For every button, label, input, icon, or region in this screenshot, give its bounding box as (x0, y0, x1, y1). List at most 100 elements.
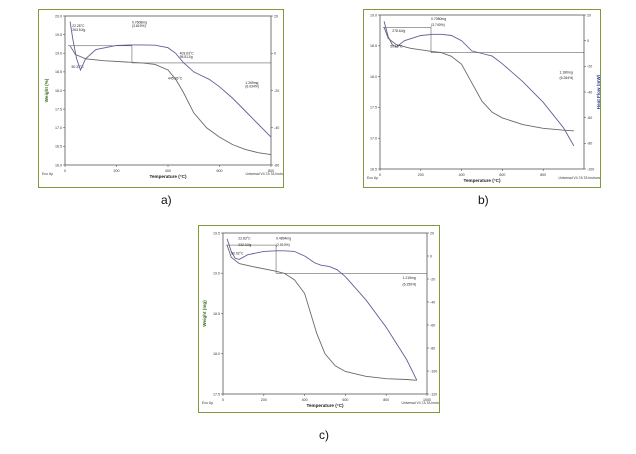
x-tick-label: 200 (418, 173, 424, 177)
annotation-label: (3.619%) (132, 24, 146, 28)
y-tick-label: 19.0 (213, 272, 220, 276)
y2-tick-label: 0 (274, 52, 276, 56)
heat-flow-line (226, 238, 418, 381)
x-tick-label: 800 (268, 169, 274, 173)
chart-panel-c: 0 200 400 600 800 1000 17.5 18.0 18.5 19.0 19.5 -12… (198, 225, 440, 413)
heat-flow-line (69, 21, 272, 138)
plot-area (222, 232, 428, 395)
chart-panel-b: 0 200 400 600 800 16.5 17.0 17.5 18.0 18.5 19.0 -10… (363, 9, 601, 188)
y-tick-label: 16.0 (55, 163, 62, 167)
y2-axis-label: Heat Flow (mW) (596, 74, 600, 109)
annotation-label: 232.0J/g (238, 243, 251, 247)
annotation-label: 278.6J/g (392, 29, 405, 33)
x-axis-label: Temperature (°C) (464, 178, 501, 183)
plot-area (379, 14, 585, 170)
y-tick-label: 18.5 (55, 70, 62, 74)
annotation-label: 0.7608mg (132, 20, 147, 24)
x-tick-label: 400 (459, 173, 465, 177)
y2-tick-label: -60 (274, 163, 279, 167)
annotation-label: 50.37°C (71, 65, 84, 69)
annotation-label: 1.269mg (245, 81, 258, 85)
annotation-label: 0.7080mg (431, 17, 446, 21)
chart-panel-a: 0 200 400 600 800 16.0 16.5 17.0 17.5 18.0 18.5 19.… (38, 9, 284, 188)
y2-tick-label: -40 (274, 126, 279, 130)
y2-tick-label: 20 (587, 13, 591, 17)
footer-right: Universal V4.7A TA Instruments (245, 172, 283, 176)
y2-tick-label: 20 (430, 231, 434, 235)
x-tick-label: 0 (379, 173, 381, 177)
footer-left: Exo Up (42, 172, 53, 176)
y2-tick-label: -20 (274, 89, 279, 93)
x-tick-label: 600 (499, 173, 505, 177)
y-tick-label: 19.0 (55, 52, 62, 56)
annotation-label: 1.180mg (560, 71, 573, 75)
heat-flow-line (383, 21, 575, 147)
y2-tick-label: 20 (274, 14, 278, 18)
y-tick-label: 19.5 (55, 33, 62, 37)
weight-line (226, 244, 417, 381)
y-tick-label: 19.5 (213, 231, 220, 235)
y2-tick-label: -120 (430, 392, 437, 396)
chart-c: 0 200 400 600 800 100017.518.018.519.019.5-12… (202, 231, 439, 408)
y-tick-label: 18.5 (370, 44, 377, 48)
y-tick-label: 18.0 (213, 352, 220, 356)
annotation-label: 50.16°C (390, 45, 403, 49)
x-tick-label: 0 (64, 169, 66, 173)
y2-tick-label: -40 (587, 90, 592, 94)
footer-right: Universal V4.7A TA Instruments (401, 401, 439, 405)
annotation-label: 1.219mg (403, 276, 416, 280)
x-tick-label: 200 (261, 398, 267, 402)
chart-b: 0 200 400 600 80016.517.017.518.018.519.0-10… (367, 13, 600, 183)
y2-tick-label: 0 (430, 254, 432, 258)
y-tick-label: 17.5 (213, 392, 220, 396)
chart-a: 0 200 400 600 80016.016.517.017.518.018.519.… (42, 14, 283, 179)
y2-tick-label: -80 (430, 346, 435, 350)
y-tick-label: 20.0 (55, 14, 62, 18)
y2-tick-label: 0 (587, 39, 589, 43)
x-tick-label: 600 (342, 398, 348, 402)
y-tick-label: 16.5 (370, 167, 377, 171)
annotation-label: 445.26°C (168, 76, 183, 80)
y2-tick-label: -40 (430, 300, 435, 304)
y2-tick-label: -80 (587, 142, 592, 146)
annotation-label: 95.51J/g (180, 55, 193, 59)
x-tick-label: 200 (114, 169, 120, 173)
annotation-label: (2.510%) (276, 243, 290, 247)
x-axis-label: Temperature (°C) (307, 403, 344, 408)
footer-left: Exo Up (367, 176, 378, 180)
weight-line (383, 27, 574, 132)
caption-b: b) (478, 193, 489, 207)
y2-tick-label: -60 (587, 116, 592, 120)
annotation-label: (6.264%) (560, 76, 574, 80)
y-tick-label: 17.5 (370, 106, 377, 110)
y2-tick-label: -20 (430, 277, 435, 281)
x-axis-label: Temperature (°C) (150, 174, 187, 179)
y-axis-label: Weight (%) (44, 78, 49, 102)
y-tick-label: 18.0 (370, 75, 377, 79)
caption-c: c) (319, 428, 329, 442)
y2-tick-label: -100 (430, 369, 437, 373)
caption-a: a) (161, 193, 172, 207)
annotation-label: 50.02°C (231, 252, 244, 256)
y2-tick-label: -20 (587, 65, 592, 69)
annotation-label: (6.250%) (403, 282, 417, 286)
y-tick-label: 17.0 (55, 126, 62, 130)
x-tick-label: 400 (302, 398, 308, 402)
y-tick-label: 18.0 (55, 89, 62, 93)
annotation-label: (6.034%) (245, 85, 259, 89)
footer-left: Exo Up (202, 401, 213, 405)
x-tick-label: 0 (222, 398, 224, 402)
annotation-label: 22.28°C (72, 24, 85, 28)
footer-right: Universal V4.7A TA Instruments (558, 176, 600, 180)
annotation-label: (3.740%) (431, 23, 445, 27)
y2-tick-label: -60 (430, 323, 435, 327)
y-tick-label: 17.5 (55, 107, 62, 111)
y-tick-label: 19.0 (370, 13, 377, 17)
y-tick-label: 18.5 (213, 312, 220, 316)
x-tick-label: 1000 (423, 398, 431, 402)
annotation-label: 0.4894mg (276, 236, 291, 240)
x-tick-label: 600 (217, 169, 223, 173)
annotation-label: 263.5J/g (72, 28, 85, 32)
x-tick-label: 800 (540, 173, 546, 177)
y-tick-label: 17.0 (370, 137, 377, 141)
